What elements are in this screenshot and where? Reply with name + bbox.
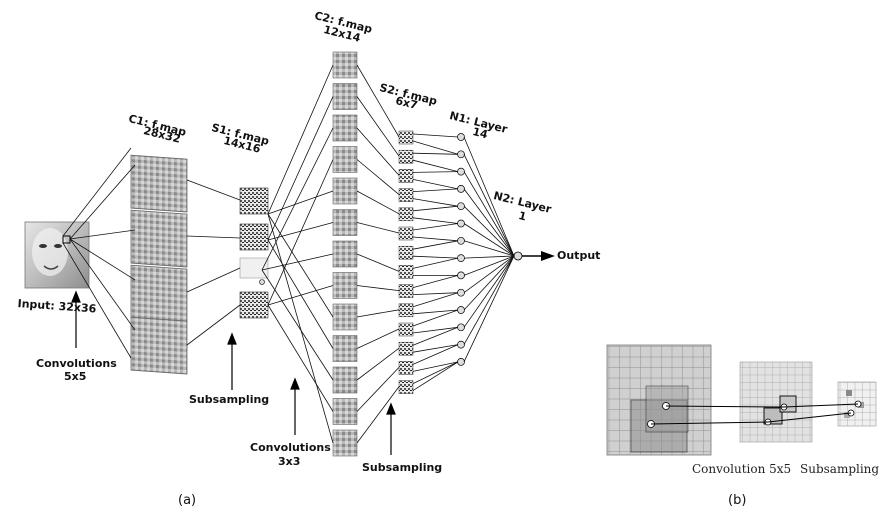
connection-lines xyxy=(62,64,515,444)
n1-node xyxy=(457,340,465,349)
s2-map xyxy=(398,322,414,337)
s2-map xyxy=(398,207,414,222)
c2-map xyxy=(332,209,358,236)
output-label: Output xyxy=(557,249,601,262)
diagram-b xyxy=(606,344,877,456)
n1-node xyxy=(457,202,465,211)
subsampling-2-label: Subsampling xyxy=(362,461,443,474)
s2-map xyxy=(398,380,414,394)
output-arrow-icon xyxy=(541,251,555,261)
s2-map xyxy=(398,130,414,145)
n1-node xyxy=(457,236,465,245)
convolution-5x5-caption: Convolution 5x5 xyxy=(692,462,792,476)
n1-node xyxy=(457,185,465,193)
s2-map xyxy=(398,265,414,279)
s2-map xyxy=(398,361,414,375)
convolutions-3x3-label: Convolutions xyxy=(250,441,331,454)
n1-node xyxy=(457,167,465,176)
n1-layer-nodes xyxy=(457,133,465,366)
convolutions-5x5-kernel: 5x5 xyxy=(64,370,87,383)
subsampling-1-label: Subsampling xyxy=(189,393,270,406)
n1-node xyxy=(457,271,465,280)
n1-node xyxy=(457,306,465,314)
c2-map xyxy=(332,177,358,205)
n1-node xyxy=(457,254,465,262)
n2-output-node xyxy=(513,251,555,261)
subsampling-caption: Subsampling xyxy=(800,462,880,476)
c2-map xyxy=(332,114,358,142)
n1-node xyxy=(457,358,465,366)
annotation-arrows xyxy=(71,290,396,455)
input-image xyxy=(24,221,90,289)
c1-feature-maps xyxy=(130,154,188,375)
n1-node xyxy=(457,288,465,297)
s2-feature-maps xyxy=(398,130,414,394)
s2-map xyxy=(398,303,414,318)
c2-map xyxy=(332,51,358,79)
c2-map xyxy=(332,272,358,299)
c2-map xyxy=(332,240,358,268)
c2-feature-maps xyxy=(332,51,358,457)
c2-map xyxy=(332,335,358,362)
n1-node xyxy=(457,323,465,332)
c2-map xyxy=(332,146,358,173)
caption-b: (b) xyxy=(728,493,747,508)
s2-map xyxy=(398,284,414,298)
n1-node xyxy=(457,150,465,159)
s2-map xyxy=(398,245,414,260)
convolutions-3x3-kernel: 3x3 xyxy=(278,455,301,468)
caption-a: (a) xyxy=(178,493,197,508)
n1-node xyxy=(457,219,465,228)
s2-map xyxy=(398,226,414,241)
s2-map xyxy=(398,149,414,164)
c2-map xyxy=(332,83,358,110)
c2-map xyxy=(332,366,358,394)
c2-map xyxy=(332,303,358,331)
s2-map xyxy=(398,169,414,183)
s2-map xyxy=(398,341,414,356)
s1-feature-maps xyxy=(239,187,269,319)
c2-map xyxy=(332,398,358,425)
s2-map xyxy=(398,188,414,202)
convolutions-5x5-label: Convolutions xyxy=(36,357,117,370)
n1-node xyxy=(457,133,465,141)
c2-map xyxy=(332,429,358,457)
